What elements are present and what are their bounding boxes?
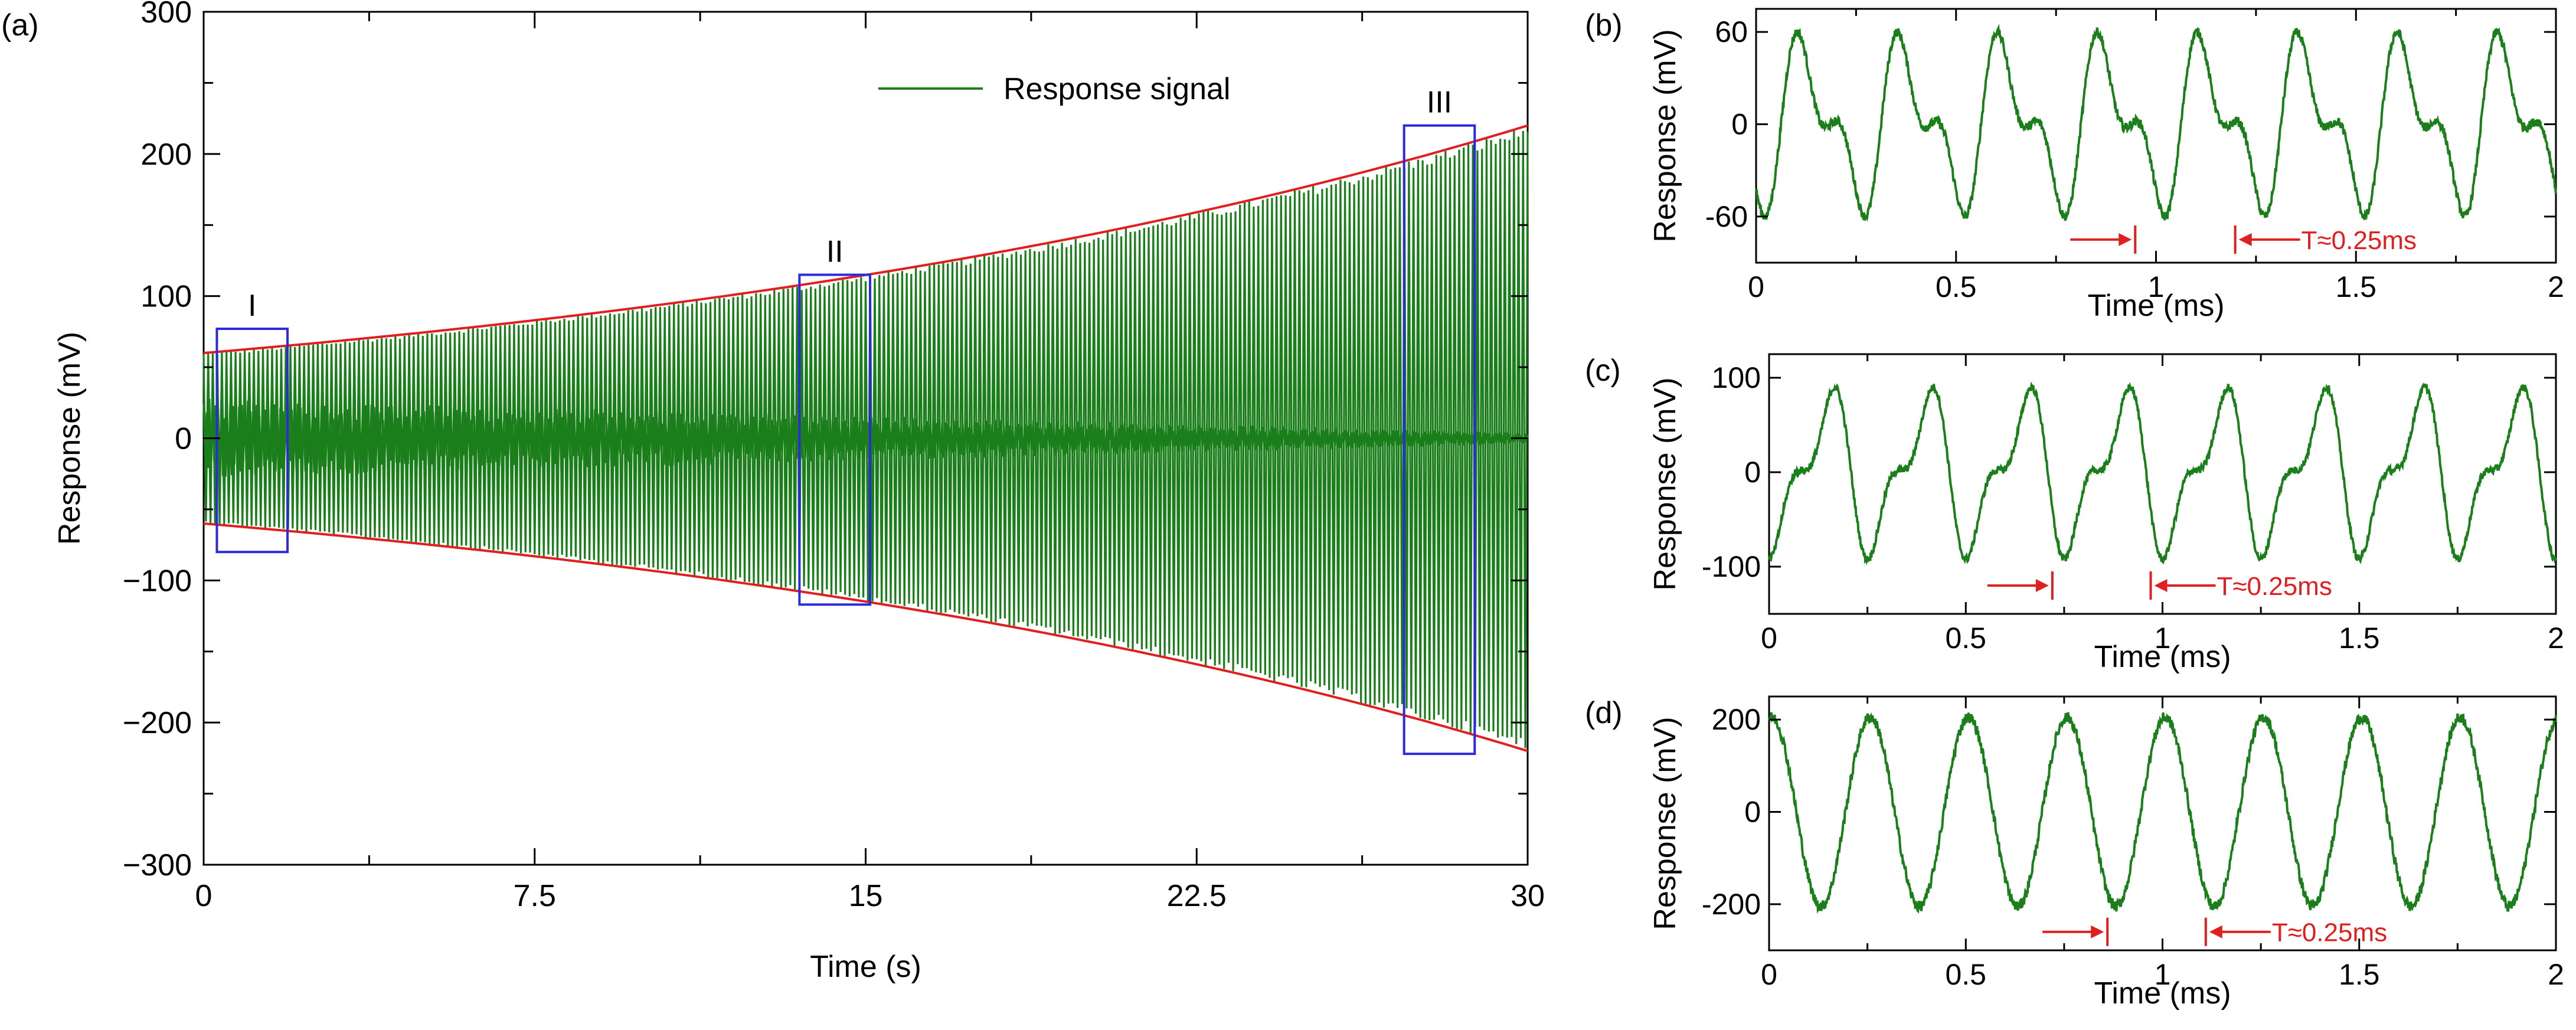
response-waveform bbox=[1755, 24, 2557, 222]
y-tick-label: 0 bbox=[1731, 107, 1748, 140]
period-annotation: T≈0.25ms bbox=[2272, 918, 2387, 947]
panel-label-a: (a) bbox=[1, 8, 39, 42]
x-tick-label: 0.5 bbox=[1945, 622, 1986, 655]
x-tick-label: 2 bbox=[2548, 958, 2564, 991]
x-tick-label: 30 bbox=[1511, 879, 1545, 913]
y-tick-label: 60 bbox=[1715, 15, 1748, 48]
signal-inner-band bbox=[202, 398, 1529, 478]
x-tick-label: 0 bbox=[1748, 270, 1764, 303]
x-tick-label: 1 bbox=[2148, 270, 2165, 303]
y-tick-label: −300 bbox=[123, 848, 192, 882]
legend-label: Response signal bbox=[1003, 72, 1230, 106]
period-arrowhead-right bbox=[2238, 233, 2252, 246]
y-tick-label: 200 bbox=[140, 138, 192, 172]
period-arrowhead-right bbox=[2209, 925, 2222, 939]
y-axis-label: Response (mV) bbox=[1648, 29, 1682, 242]
x-tick-label: 1 bbox=[2155, 958, 2171, 991]
y-tick-label: -60 bbox=[1705, 200, 1748, 233]
y-tick-label: 0 bbox=[175, 422, 192, 456]
lower-envelope bbox=[203, 522, 1528, 753]
response-waveform bbox=[1768, 712, 2557, 914]
region-box-III bbox=[1403, 124, 1476, 756]
x-tick-label: 0 bbox=[195, 879, 213, 913]
period-arrowhead-left bbox=[2119, 233, 2132, 246]
y-tick-label: 100 bbox=[140, 280, 192, 314]
y-tick-label: −200 bbox=[123, 706, 192, 740]
x-tick-label: 15 bbox=[849, 879, 883, 913]
y-axis-label: Response (mV) bbox=[1648, 377, 1682, 590]
x-tick-label: 7.5 bbox=[514, 879, 556, 913]
response-waveform bbox=[1768, 381, 2557, 565]
period-arrowhead-left bbox=[2091, 925, 2104, 939]
panel-d: (d) 0 0.5 1 1.5 2 -200 0 200 Time (ms) Response (m… bbox=[1585, 695, 2564, 1011]
legend: Response signal bbox=[878, 72, 1230, 106]
y-axis-label-a: Response (mV) bbox=[53, 332, 87, 545]
x-axis-label-a: Time (s) bbox=[810, 950, 921, 984]
x-axis-label: Time (ms) bbox=[2094, 976, 2231, 1011]
x-tick-label: 1.5 bbox=[2339, 958, 2380, 991]
panel-label: (b) bbox=[1585, 8, 1623, 42]
x-tick-label: 2 bbox=[2548, 270, 2564, 303]
period-annotation: T≈0.25ms bbox=[2217, 572, 2332, 601]
x-axis-label: Time (ms) bbox=[2094, 640, 2231, 674]
y-tick-label: 100 bbox=[1712, 361, 1761, 394]
signal-oscillation bbox=[202, 130, 1529, 748]
y-tick-label: 300 bbox=[140, 0, 192, 30]
x-tick-label: 0.5 bbox=[1945, 958, 1986, 991]
plot-frame bbox=[1755, 8, 2557, 264]
region-box-I bbox=[215, 328, 289, 554]
x-tick-label: 1.5 bbox=[2335, 270, 2376, 303]
panel-label: (c) bbox=[1585, 354, 1621, 388]
x-axis-label: Time (ms) bbox=[2087, 289, 2224, 323]
panel-c: (c) 0 0.5 1 1.5 2 -100 0 100 Time (ms) Response (m… bbox=[1585, 353, 2564, 674]
period-arrowhead-left bbox=[2035, 579, 2049, 592]
y-tick-label: -200 bbox=[1702, 888, 1761, 921]
period-annotation: T≈0.25ms bbox=[2302, 226, 2417, 255]
x-tick-label: 0.5 bbox=[1936, 270, 1977, 303]
x-tick-label: 0 bbox=[1761, 622, 1777, 655]
y-tick-label: 200 bbox=[1712, 703, 1761, 736]
plot-frame bbox=[1768, 695, 2557, 951]
y-tick-label: 0 bbox=[1744, 795, 1761, 828]
x-tick-label: 0 bbox=[1761, 958, 1777, 991]
x-tick-label: 22.5 bbox=[1167, 879, 1227, 913]
region-label-I: I bbox=[248, 289, 256, 323]
x-tick-label: 1.5 bbox=[2339, 622, 2380, 655]
x-tick-label: 1 bbox=[2155, 622, 2171, 655]
y-tick-label: -100 bbox=[1702, 550, 1761, 583]
region-box-II bbox=[798, 273, 871, 606]
axis-ticks-a: 0 7.5 15 22.5 30 −300 −200 −100 0 100 200 300 bbox=[123, 0, 1545, 913]
panel-b: (b) 0 0.5 1 1.5 2 -60 0 60 Time (ms) Response (mV)… bbox=[1585, 8, 2564, 323]
y-tick-label: −100 bbox=[123, 564, 192, 598]
period-arrowhead-right bbox=[2154, 579, 2168, 592]
region-label-II: II bbox=[826, 235, 844, 269]
y-axis-label: Response (mV) bbox=[1648, 717, 1682, 930]
x-tick-label: 2 bbox=[2548, 622, 2564, 655]
region-label-III: III bbox=[1427, 86, 1452, 120]
response-signal-series bbox=[202, 130, 1529, 748]
y-tick-label: 0 bbox=[1744, 456, 1761, 489]
panel-label: (d) bbox=[1585, 696, 1623, 730]
